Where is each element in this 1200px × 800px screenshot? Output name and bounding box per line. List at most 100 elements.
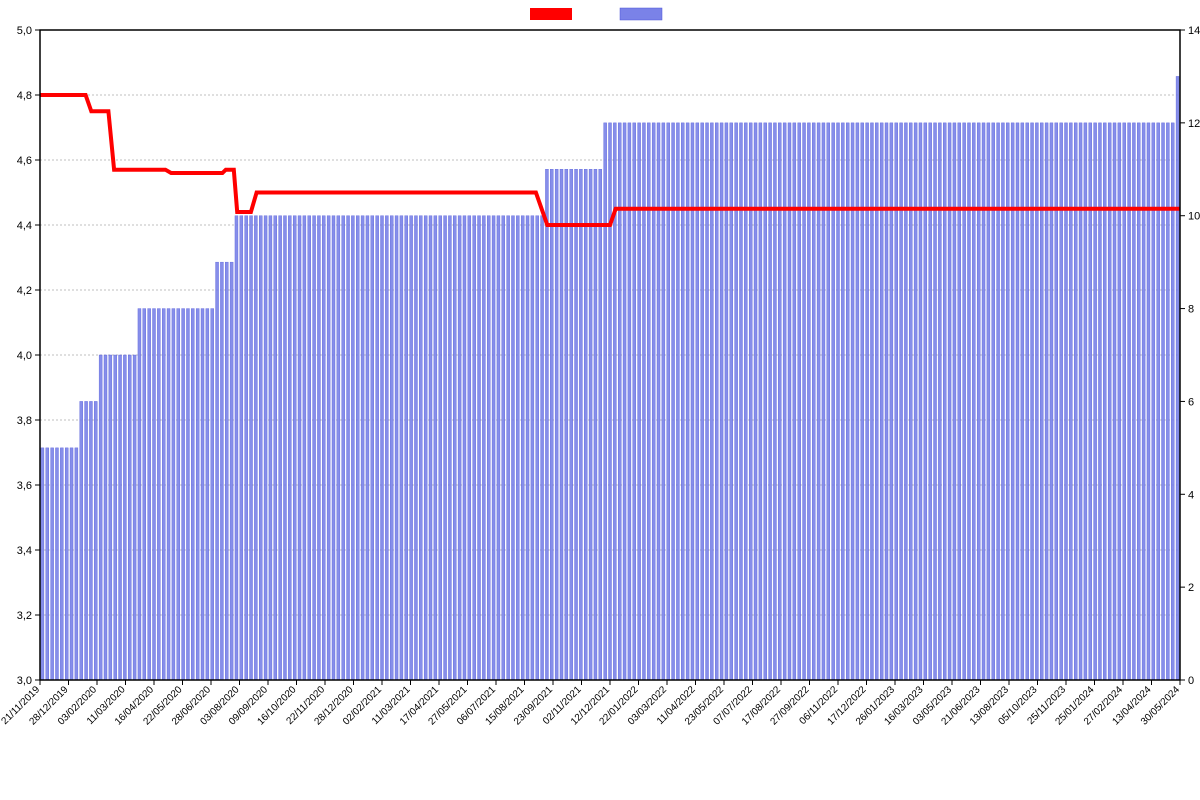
bar	[1074, 123, 1077, 680]
bar	[288, 216, 291, 680]
bar	[1001, 123, 1004, 680]
bar	[1060, 123, 1063, 680]
bar	[895, 123, 898, 680]
bar	[783, 123, 786, 680]
bar	[662, 123, 665, 680]
bar	[80, 401, 83, 680]
bar	[837, 123, 840, 680]
y-left-tick-label: 4,0	[17, 350, 32, 362]
bar	[904, 123, 907, 680]
bar	[555, 169, 558, 680]
bar	[875, 123, 878, 680]
bar	[807, 123, 810, 680]
bar	[1021, 123, 1024, 680]
bar	[240, 216, 243, 680]
bar	[672, 123, 675, 680]
bar	[298, 216, 301, 680]
bar	[599, 169, 602, 680]
bar	[410, 216, 413, 680]
bar	[356, 216, 359, 680]
bar	[550, 169, 553, 680]
bar	[60, 448, 63, 680]
bar	[642, 123, 645, 680]
bar	[735, 123, 738, 680]
bar	[701, 123, 704, 680]
bar	[85, 401, 88, 680]
bar	[1045, 123, 1048, 680]
bar	[1055, 123, 1058, 680]
bar	[478, 216, 481, 680]
bar	[492, 216, 495, 680]
bar	[972, 123, 975, 680]
bar	[119, 355, 122, 680]
bar	[327, 216, 330, 680]
bar	[293, 216, 296, 680]
bar	[803, 123, 806, 680]
bar	[41, 448, 44, 680]
bar	[861, 123, 864, 680]
y-left-tick-label: 4,6	[17, 155, 32, 167]
bar	[623, 123, 626, 680]
bar	[414, 216, 417, 680]
y-left-tick-label: 3,6	[17, 480, 32, 492]
bar	[51, 448, 54, 680]
bar	[759, 123, 762, 680]
bar	[220, 262, 223, 680]
bar	[351, 216, 354, 680]
bar	[764, 123, 767, 680]
bar	[201, 309, 204, 680]
bar	[148, 309, 151, 680]
bar	[123, 355, 126, 680]
bar	[182, 309, 185, 680]
bar	[778, 123, 781, 680]
bar	[167, 309, 170, 680]
bar	[390, 216, 393, 680]
bar	[967, 123, 970, 680]
bar	[516, 216, 519, 680]
bar	[99, 355, 102, 680]
bar	[259, 216, 262, 680]
bar	[381, 216, 384, 680]
bar	[1016, 123, 1019, 680]
bar	[948, 123, 951, 680]
y-right-tick-label: 10	[1188, 211, 1200, 223]
legend-swatch-bar	[620, 8, 662, 20]
y-right-tick-label: 2	[1188, 582, 1194, 594]
bar	[521, 216, 524, 680]
bar	[70, 448, 73, 680]
bar	[254, 216, 257, 680]
bar	[153, 309, 156, 680]
bar	[982, 123, 985, 680]
bar	[536, 216, 539, 680]
y-left-tick-label: 3,4	[17, 545, 32, 557]
bar	[172, 309, 175, 680]
bar	[138, 309, 141, 680]
bar	[929, 123, 932, 680]
bar	[1031, 123, 1034, 680]
bar	[812, 123, 815, 680]
bar	[657, 123, 660, 680]
bar	[453, 216, 456, 680]
bar	[65, 448, 68, 680]
bar	[274, 216, 277, 680]
bar	[46, 448, 49, 680]
bar	[730, 123, 733, 680]
bar	[1108, 123, 1111, 680]
bar	[885, 123, 888, 680]
bar	[817, 123, 820, 680]
bar	[613, 123, 616, 680]
bar	[308, 216, 311, 680]
bar	[89, 401, 92, 680]
y-right-tick-label: 8	[1188, 304, 1194, 316]
bar	[458, 216, 461, 680]
bar	[652, 123, 655, 680]
bar	[303, 216, 306, 680]
bar	[977, 123, 980, 680]
bar	[1026, 123, 1029, 680]
bar	[667, 123, 670, 680]
y-right-tick-label: 0	[1188, 675, 1194, 687]
bar	[841, 123, 844, 680]
bar	[1040, 123, 1043, 680]
bar	[1006, 123, 1009, 680]
bar	[531, 216, 534, 680]
